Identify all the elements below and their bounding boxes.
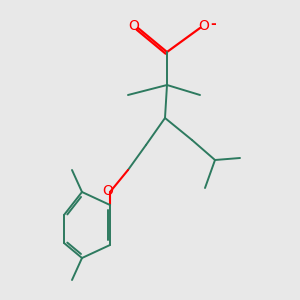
Text: O: O [199, 19, 209, 33]
Text: O: O [129, 19, 140, 33]
Text: -: - [210, 17, 216, 31]
Text: O: O [103, 184, 113, 198]
